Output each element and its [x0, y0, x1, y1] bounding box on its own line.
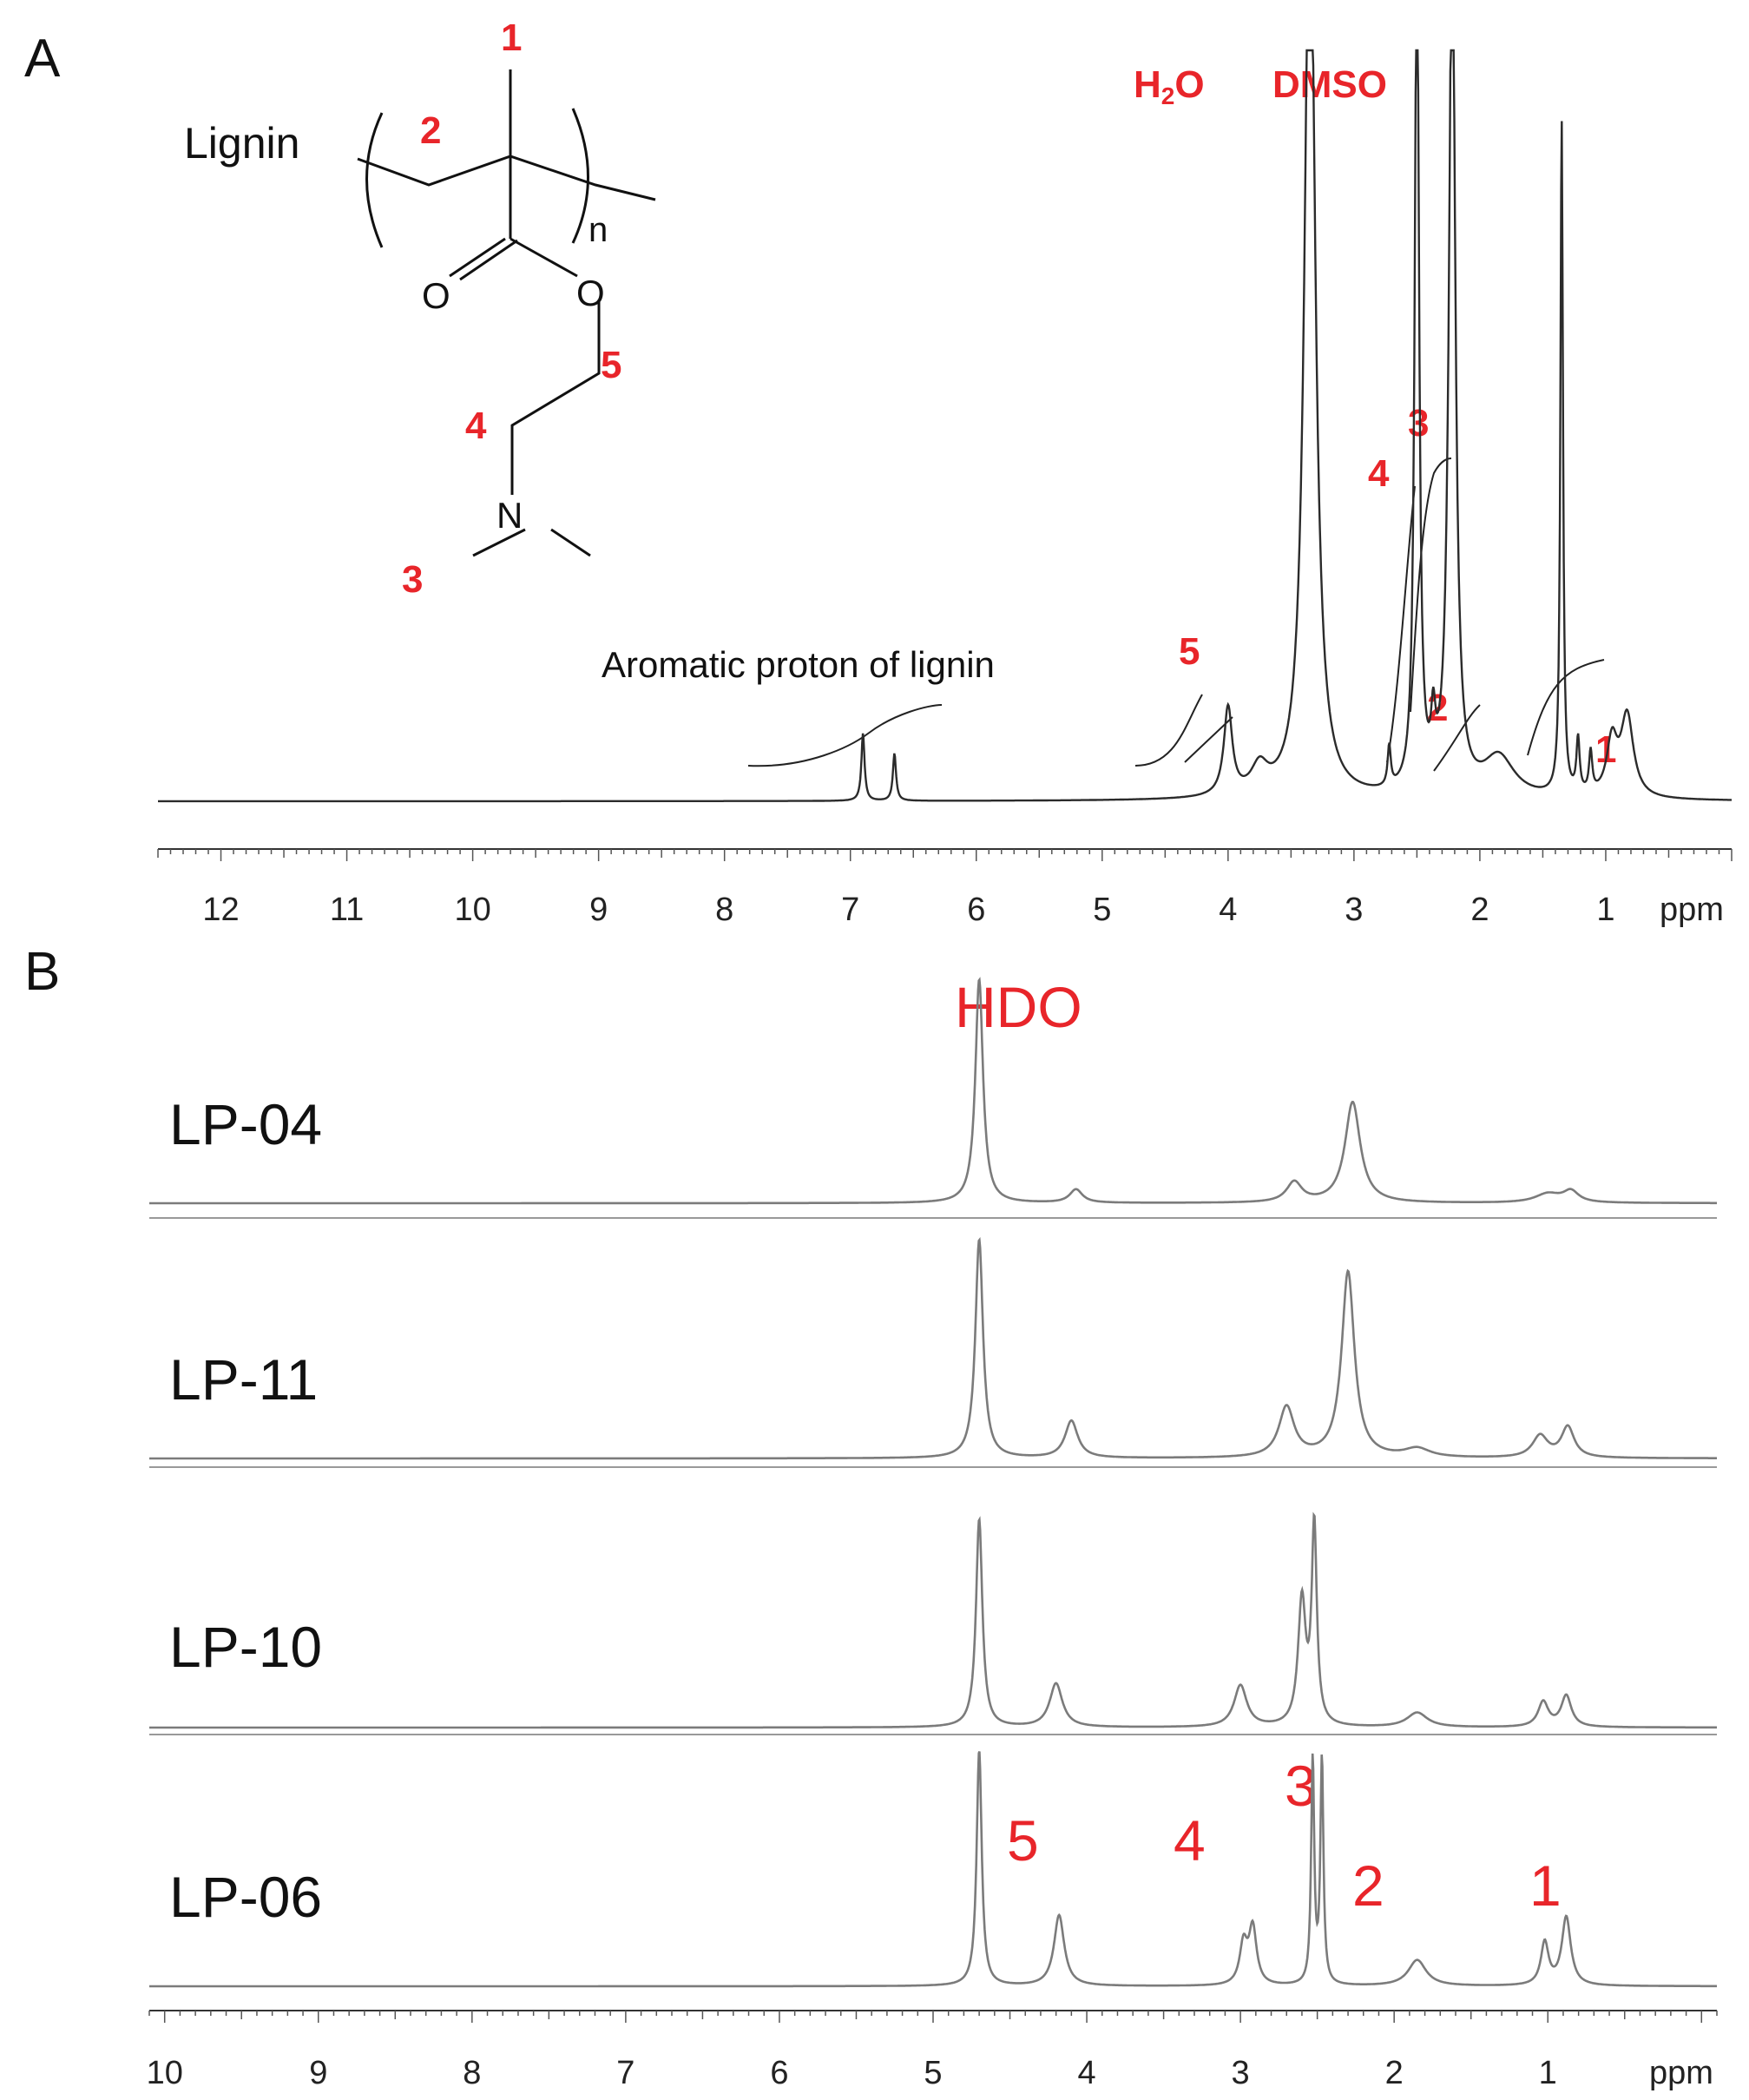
axis-b-tick-label: 2: [1385, 2055, 1404, 2091]
spectrum-a-line: [158, 49, 1732, 803]
lignin-label: Lignin: [184, 119, 299, 168]
sample-label-lp-04: LP-04: [169, 1092, 322, 1156]
sample-label-lp-10: LP-10: [169, 1615, 322, 1679]
structure-label-2: 2: [420, 109, 441, 152]
structure-label-3: 3: [402, 558, 423, 601]
structure-label-1: 1: [501, 16, 522, 59]
structure-label-5: 5: [601, 344, 621, 386]
nitrogen-atom: N: [496, 495, 523, 536]
spectra-b: [149, 977, 1717, 1988]
axis-b-tick-label: 7: [616, 2055, 635, 2091]
axis-a-tick-label: 12: [202, 892, 239, 928]
structure-label-4: 4: [465, 405, 487, 447]
peak-label-5: 5: [1179, 630, 1200, 673]
sample-label-lp-11: LP-11: [169, 1347, 318, 1412]
axis-b-tick-label: 1: [1539, 2055, 1557, 2091]
sample-separators: [149, 1217, 1717, 1735]
integral-2: [1433, 704, 1481, 772]
panel-a-letter: A: [24, 29, 61, 89]
spectrum-a: [158, 49, 1732, 803]
repeat-n-label: n: [588, 211, 608, 249]
peak-label-b-4: 4: [1174, 1808, 1206, 1873]
axis-a-tick-label: 1: [1596, 892, 1614, 928]
axis-a-tick-label: 9: [589, 892, 608, 928]
axis-a-tick-label: 11: [330, 892, 364, 928]
hdo-label: HDO: [955, 975, 1082, 1039]
peak-label-b-1: 1: [1529, 1853, 1562, 1918]
aromatic-label: Aromatic proton of lignin: [602, 644, 995, 685]
axis-b-tick-label: 10: [147, 2055, 183, 2091]
axis-a-tick-label: 4: [1219, 892, 1237, 928]
integral-3: [1410, 458, 1452, 713]
axis-b-tick-label: 6: [770, 2055, 788, 2091]
integral-4-3: [1386, 485, 1416, 763]
right-bracket: [571, 108, 589, 244]
peak-label-2: 2: [1427, 687, 1448, 729]
panel-b-letter: B: [24, 942, 60, 1002]
axis-a-tick-label: 5: [1093, 892, 1111, 928]
axis-b-unit: ppm: [1649, 2055, 1713, 2091]
peak-label-3: 3: [1408, 402, 1429, 444]
integral-5: [1134, 694, 1203, 767]
peak-label-b-5: 5: [1007, 1808, 1039, 1873]
axis-a-tick-label: 8: [715, 892, 733, 928]
axis-b-tick-label: 8: [463, 2055, 481, 2091]
axis-a-tick-label: 10: [454, 892, 490, 928]
h2o-label: H2O: [1134, 63, 1205, 109]
carbonyl-oxygen: O: [422, 275, 450, 316]
axis-b-tick-label: 9: [309, 2055, 327, 2091]
axis-a-tick-label: 6: [967, 892, 985, 928]
spectrum-lp-06: [149, 1751, 1717, 1988]
axis-a-unit: ppm: [1660, 892, 1724, 928]
peak-label-b-2: 2: [1352, 1853, 1384, 1918]
axis-a-tick-label: 7: [841, 892, 859, 928]
spectrum-lp-11: [149, 1237, 1717, 1460]
integration-curves: [747, 458, 1605, 772]
axis-b: 10 9 8 7 6 5 4 3 2 1: [147, 2010, 1718, 2091]
dmso-label: DMSO: [1272, 63, 1387, 106]
chemical-structure: [357, 69, 656, 557]
ester-oxygen: O: [576, 273, 605, 313]
spectrum-lp-10: [149, 1511, 1717, 1729]
structure-bonds: [357, 69, 656, 557]
spectrum-lp-04: [149, 977, 1717, 1205]
peak-label-4: 4: [1368, 452, 1390, 495]
sample-label-lp-06: LP-06: [169, 1865, 322, 1929]
axis-b-tick-label: 5: [924, 2055, 942, 2091]
axis-a-tick-label: 2: [1470, 892, 1489, 928]
left-bracket: [365, 112, 384, 248]
axis-b-tick-label: 4: [1077, 2055, 1095, 2091]
axis-a-tick-label: 3: [1345, 892, 1363, 928]
axis-a: 12 11 10 9 8 7 6 5 4 3 2 1: [157, 848, 1733, 928]
integral-aromatic: [747, 704, 943, 767]
axis-b-tick-label: 3: [1232, 2055, 1250, 2091]
